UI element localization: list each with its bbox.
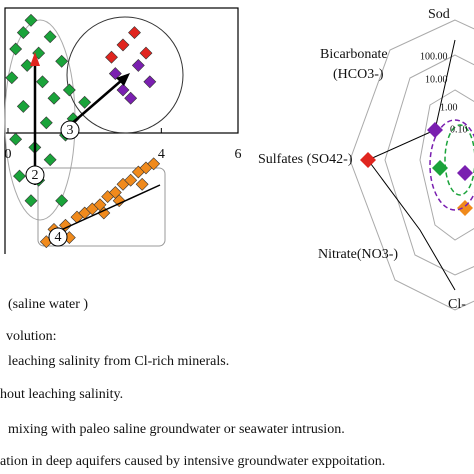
x-tick-label: 6	[235, 147, 242, 162]
radar-tick: 10.00	[425, 74, 448, 85]
point	[36, 75, 49, 89]
radar-label: Nitrate(NO3-)	[318, 247, 398, 262]
badge	[25, 165, 45, 185]
radar-marker	[457, 200, 473, 216]
point	[16, 99, 30, 113]
radar-ring	[384, 54, 474, 276]
radar-label: (HCO3-)	[333, 67, 384, 82]
point	[24, 13, 38, 27]
annotation: 3	[67, 123, 74, 138]
arrow-head	[30, 52, 40, 66]
point	[43, 153, 57, 167]
point	[55, 54, 69, 68]
radar-dashed	[444, 124, 474, 196]
radar-ring	[419, 89, 474, 241]
point	[135, 177, 149, 191]
annotation: 4	[55, 230, 62, 245]
radar-tick: 1.00	[440, 102, 458, 113]
radar-ring	[349, 19, 474, 311]
radar-label: Sod	[428, 7, 450, 22]
x-tick-label: 4	[158, 147, 165, 162]
arrow-head	[116, 73, 130, 86]
radar-marker	[427, 122, 443, 138]
caption-line: leaching salinity from Cl-rich minerals.	[8, 354, 229, 369]
caption-line: ation in deep aquifers caused by intensi…	[0, 454, 385, 469]
point	[124, 91, 138, 105]
radar-label: Sulfates (SO42-)	[258, 152, 353, 167]
arrow	[69, 79, 123, 126]
point	[78, 95, 92, 109]
point	[97, 206, 111, 220]
radar-marker	[457, 165, 473, 181]
radar-tick: 100.00	[420, 51, 448, 62]
point	[9, 42, 23, 56]
x-axis-label: (saline water )	[8, 297, 88, 312]
point	[139, 46, 153, 60]
caption-line: mixing with paleo saline groundwater or …	[8, 422, 345, 437]
caption-line: volution:	[6, 329, 57, 344]
group-circle	[66, 16, 184, 134]
point	[55, 194, 69, 208]
point	[143, 75, 157, 89]
point	[24, 194, 38, 208]
point	[124, 173, 138, 187]
point	[43, 30, 57, 44]
point	[62, 83, 76, 97]
point	[39, 116, 53, 130]
point	[112, 194, 126, 208]
radar-grid	[349, 19, 474, 311]
circled-labels: 2 3 4	[25, 120, 80, 247]
radar-marker	[360, 152, 376, 168]
point	[9, 132, 23, 146]
badge	[60, 120, 80, 140]
point	[116, 38, 130, 52]
point	[5, 71, 19, 85]
badge	[48, 227, 68, 247]
x-tick-label: 0	[5, 147, 12, 162]
radar-label: Cl-	[448, 297, 466, 312]
point	[147, 157, 161, 171]
point	[13, 169, 26, 183]
radar-label: Bicarbonate	[320, 47, 388, 62]
point	[108, 67, 122, 81]
point	[105, 50, 118, 64]
point	[47, 91, 61, 105]
point	[131, 58, 145, 72]
radar-marker	[432, 160, 448, 176]
plot-frame	[4, 7, 239, 134]
radar-tick: 0.10	[450, 124, 468, 135]
annotation: 2	[32, 168, 39, 183]
caption-line: hout leaching salinity.	[0, 387, 123, 402]
point	[128, 26, 141, 40]
trend-line	[49, 184, 161, 236]
point	[116, 83, 130, 97]
point	[16, 26, 30, 40]
group-box	[37, 167, 166, 247]
